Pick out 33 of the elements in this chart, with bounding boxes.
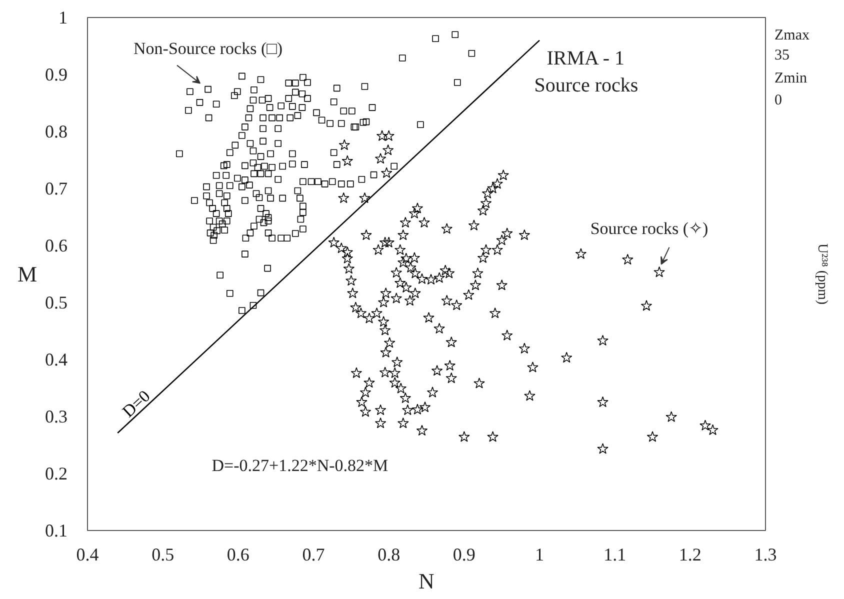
y-tick-label: 0.9 — [45, 64, 68, 84]
text: Zmax — [774, 27, 810, 44]
annotation: D=-0.27+1.22*N-0.82*M — [212, 456, 388, 476]
text: 35 — [774, 47, 790, 64]
text: D=0 — [118, 386, 154, 422]
x-tick-label: 1.1 — [604, 544, 626, 564]
annotation: Source rocks — [534, 74, 638, 96]
text: U²³⁸ (ppm) — [814, 243, 830, 305]
x-axis-title: N — [418, 568, 435, 594]
annotation: Source rocks (✧) — [590, 218, 708, 238]
y-tick-label: 0.3 — [45, 406, 68, 426]
x-tick-label: 1.2 — [678, 544, 702, 564]
x-tick-label: 0.6 — [226, 544, 250, 564]
x-tick-label: 0.4 — [76, 544, 99, 564]
y-tick-label: 1 — [58, 8, 68, 28]
y-tick-label: 0.7 — [45, 178, 68, 198]
annotation: Non-Source rocks (□) — [134, 38, 283, 58]
x-tick-label: 0.5 — [152, 544, 174, 564]
y-tick-label: 0.6 — [45, 236, 68, 256]
x-tick-label: 1.3 — [754, 544, 777, 564]
y-axis-title: M — [17, 262, 37, 286]
annotation: IRMA - 1 — [546, 48, 625, 70]
x-tick-label: 0.7 — [302, 544, 325, 564]
y-tick-label: 0.5 — [45, 292, 68, 312]
y-tick-label: 0.2 — [45, 464, 68, 484]
text: 0 — [774, 92, 782, 109]
x-tick-label: 1 — [535, 544, 544, 564]
text: Zmin — [774, 70, 808, 87]
y-tick-label: 0.1 — [45, 520, 68, 540]
y-tick-label: 0.8 — [45, 122, 68, 142]
y-tick-label: 0.4 — [45, 350, 68, 370]
x-tick-label: 0.8 — [378, 544, 400, 564]
x-tick-label: 0.9 — [452, 544, 476, 564]
